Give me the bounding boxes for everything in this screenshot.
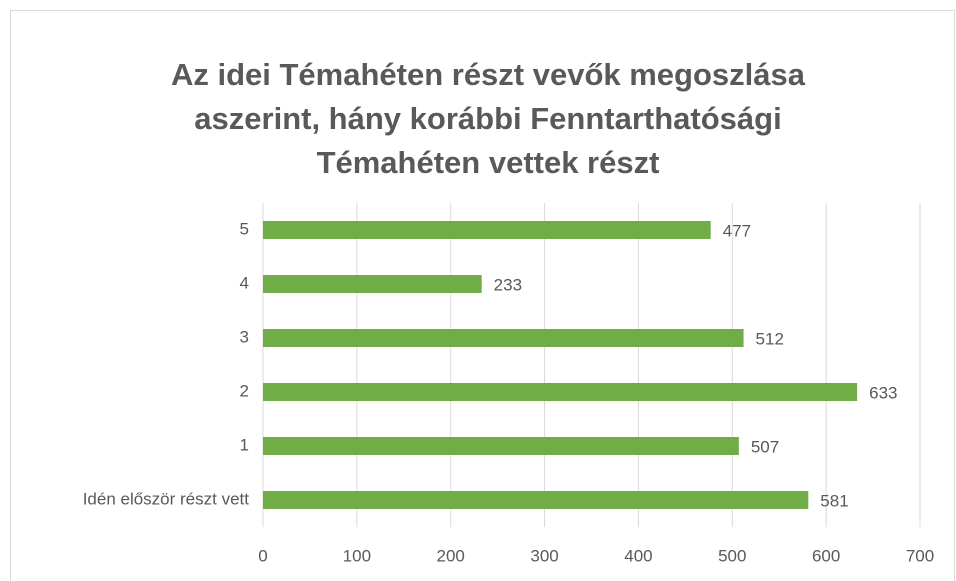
y-tick-label: 1 bbox=[240, 435, 249, 454]
bar bbox=[263, 275, 482, 293]
y-tick-label: 4 bbox=[240, 273, 249, 292]
y-tick-label: 5 bbox=[240, 219, 249, 238]
bar bbox=[263, 221, 711, 239]
bar bbox=[263, 329, 744, 347]
data-label: 477 bbox=[723, 221, 751, 240]
x-tick-label: 100 bbox=[343, 546, 371, 565]
y-tick-label: 2 bbox=[240, 381, 249, 400]
chart-title: aszerint, hány korábbi Fenntarthatósági bbox=[194, 101, 781, 136]
chart-border bbox=[10, 10, 955, 581]
bar bbox=[263, 383, 858, 401]
data-label: 633 bbox=[869, 383, 897, 402]
x-tick-label: 300 bbox=[530, 546, 558, 565]
x-tick-label: 600 bbox=[812, 546, 840, 565]
data-label: 581 bbox=[820, 491, 848, 510]
x-tick-label: 200 bbox=[437, 546, 465, 565]
chart-title: Az idei Témahéten részt vevők megoszlása bbox=[171, 57, 806, 92]
data-label: 507 bbox=[751, 437, 779, 456]
data-label: 233 bbox=[494, 275, 522, 294]
x-tick-label: 700 bbox=[906, 546, 934, 565]
y-tick-label: Idén először részt vett bbox=[83, 489, 250, 508]
x-tick-label: 500 bbox=[718, 546, 746, 565]
y-tick-label: 3 bbox=[240, 327, 249, 346]
data-label: 512 bbox=[756, 329, 784, 348]
bar bbox=[263, 437, 739, 455]
x-tick-label: 0 bbox=[258, 546, 267, 565]
bar bbox=[263, 491, 809, 509]
x-tick-label: 400 bbox=[624, 546, 652, 565]
chart-title: Témahéten vettek részt bbox=[317, 145, 660, 180]
